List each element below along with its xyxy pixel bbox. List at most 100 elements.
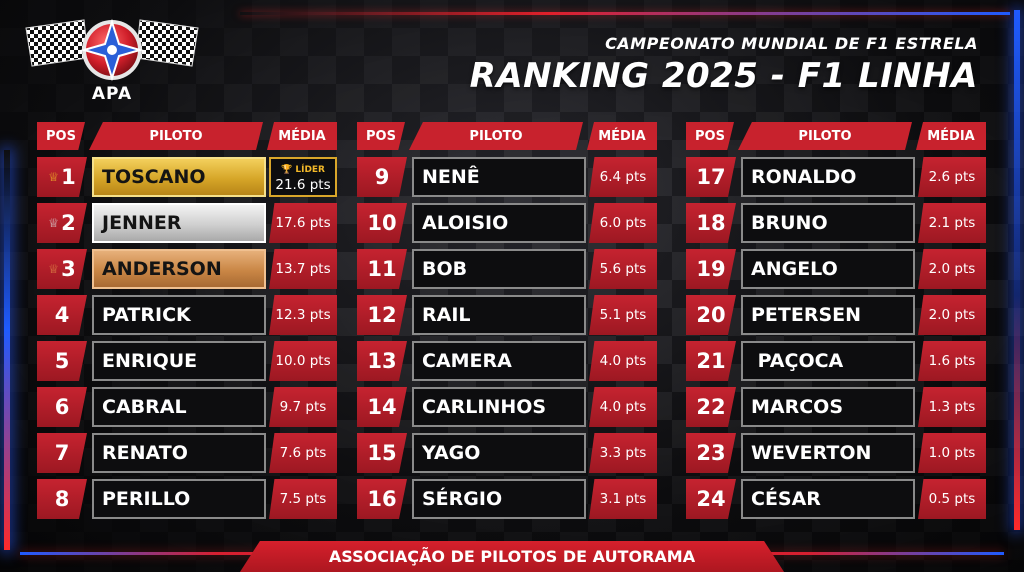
logo-text: APA [91,84,133,104]
average-value: 3.3 pts [589,433,657,473]
average-value: 4.0 pts [589,387,657,427]
position-number: 12 [357,295,407,335]
position-number: 17 [686,157,736,197]
apa-logo: APA [22,14,202,106]
average-value: 1.0 pts [918,433,986,473]
ranking-column-2: POS PILOTO MÉDIA 9 NENÊ 6.4 pts 10 ALOIS… [357,122,657,525]
pilot-name: RONALDO [741,157,915,197]
position-number: 10 [357,203,407,243]
header-media: MÉDIA [587,122,657,150]
average-value: 7.6 pts [269,433,337,473]
column-header: POS PILOTO MÉDIA [37,122,337,150]
average-value: 6.4 pts [589,157,657,197]
position-number: 5 [37,341,87,381]
ranking-row: 18 BRUNO 2.1 pts [686,203,986,243]
pilot-name: CÉSAR [741,479,915,519]
pilot-name: MARCOS [741,387,915,427]
ranking-row: 22 MARCOS 1.3 pts [686,387,986,427]
pilot-name: RENATO [92,433,266,473]
average-value: 1.6 pts [918,341,986,381]
crown-icon: ♕ [48,170,60,184]
pilot-name: NENÊ [412,157,586,197]
header-pos: POS [686,122,734,150]
average-value: 4.0 pts [589,341,657,381]
checkered-flags-star-icon [25,18,199,82]
average-value: 2.0 pts [918,295,986,335]
neon-frame-right [1014,10,1020,530]
ranking-row: 9 NENÊ 6.4 pts [357,157,657,197]
position-number: 8 [37,479,87,519]
pilot-name: CABRAL [92,387,266,427]
pilot-name: BRUNO [741,203,915,243]
ranking-row: 16 SÉRGIO 3.1 pts [357,479,657,519]
average-value: 2.0 pts [918,249,986,289]
ranking-row: 8 PERILLO 7.5 pts [37,479,337,519]
position-number: 15 [357,433,407,473]
ranking-row: 13 CAMERA 4.0 pts [357,341,657,381]
position-number: 22 [686,387,736,427]
position-number: 3 [61,257,76,281]
ranking-row: 24 CÉSAR 0.5 pts [686,479,986,519]
position-number: 20 [686,295,736,335]
pilot-name: CARLINHOS [412,387,586,427]
position-number: 14 [357,387,407,427]
average-value: 5.6 pts [589,249,657,289]
header-piloto: PILOTO [409,122,583,150]
average-cell-leader: 🏆 LÍDER 21.6 pts [269,157,337,197]
position-cell: ♕ 2 [37,203,87,243]
ranking-row: 14 CARLINHOS 4.0 pts [357,387,657,427]
position-number: 16 [357,479,407,519]
footer-banner: ASSOCIAÇÃO DE PILOTOS DE AUTORAMA [238,541,786,572]
pilot-name: TOSCANO [92,157,266,197]
position-number: 4 [37,295,87,335]
position-cell: ♕ 1 [37,157,87,197]
average-value: 0.5 pts [918,479,986,519]
neon-frame-top [240,12,1010,15]
ranking-row: 11 BOB 5.6 pts [357,249,657,289]
crown-icon: ♕ [48,216,60,230]
pilot-name: PERILLO [92,479,266,519]
average-value: 7.5 pts [269,479,337,519]
ranking-column-3: POS PILOTO MÉDIA 17 RONALDO 2.6 pts 18 B… [686,122,986,525]
trophy-icon: 🏆 [281,164,293,175]
ranking-row: 10 ALOISIO 6.0 pts [357,203,657,243]
position-number: 19 [686,249,736,289]
average-value: 13.7 pts [269,249,337,289]
average-value: 3.1 pts [589,479,657,519]
ranking-row: 7 RENATO 7.6 pts [37,433,337,473]
column-header: POS PILOTO MÉDIA [357,122,657,150]
pilot-name: PETERSEN [741,295,915,335]
average-value: 2.1 pts [918,203,986,243]
championship-subtitle: CAMPEONATO MUNDIAL DE F1 ESTRELA [605,34,978,53]
ranking-row: 21 PAÇOCA 1.6 pts [686,341,986,381]
average-value: 6.0 pts [589,203,657,243]
ranking-row: ♕ 2 JENNER 17.6 pts [37,203,337,243]
header-pos: POS [357,122,405,150]
position-number: 24 [686,479,736,519]
header-piloto: PILOTO [738,122,912,150]
ranking-row: 23 WEVERTON 1.0 pts [686,433,986,473]
position-number: 11 [357,249,407,289]
position-number: 9 [357,157,407,197]
pilot-name: ANGELO [741,249,915,289]
position-number: 2 [61,211,76,235]
ranking-row: ♕ 1 TOSCANO 🏆 LÍDER 21.6 pts [37,157,337,197]
ranking-row: 15 YAGO 3.3 pts [357,433,657,473]
position-number: 18 [686,203,736,243]
crown-icon: ♕ [48,262,60,276]
ranking-row: 5 ENRIQUE 10.0 pts [37,341,337,381]
pilot-name: YAGO [412,433,586,473]
position-number: 1 [61,165,76,189]
average-value: 5.1 pts [589,295,657,335]
page-title: RANKING 2025 - F1 LINHA [469,56,978,96]
pilot-name: ANDERSON [92,249,266,289]
ranking-row: 17 RONALDO 2.6 pts [686,157,986,197]
leader-badge: 🏆 LÍDER [281,165,325,175]
pilot-name: SÉRGIO [412,479,586,519]
average-value: 1.3 pts [918,387,986,427]
position-cell: ♕ 3 [37,249,87,289]
leader-badge-label: LÍDER [295,164,325,175]
ranking-row: 20 PETERSEN 2.0 pts [686,295,986,335]
ranking-column-1: POS PILOTO MÉDIA ♕ 1 TOSCANO 🏆 LÍDER 21.6… [37,122,337,525]
average-value: 21.6 pts [275,176,331,193]
